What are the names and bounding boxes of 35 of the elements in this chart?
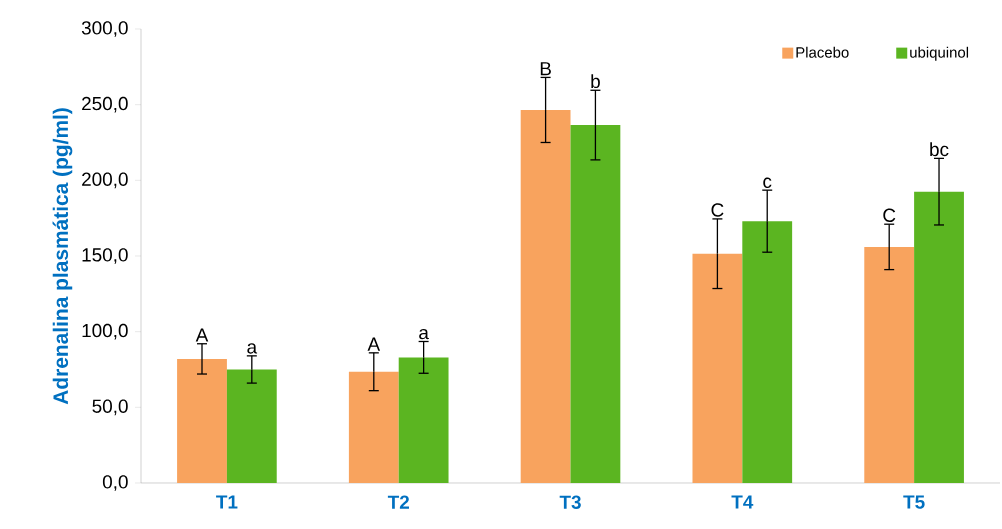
annotation: c (763, 177, 772, 188)
annotation: a (247, 343, 258, 354)
bar (348, 371, 399, 483)
bar (742, 221, 793, 483)
annotation: C (711, 203, 724, 217)
annotation: A (195, 328, 209, 342)
y-axis-title: Adrenalina plasmática (pg/ml) (52, 108, 73, 405)
x-tick-label: T4 (731, 495, 754, 509)
x-tick-label: T1 (216, 495, 238, 509)
annotation: a (419, 328, 429, 340)
annotation: B (540, 62, 551, 76)
bar (864, 246, 915, 483)
y-tick-label: 200,0 (82, 172, 128, 189)
legend-label: ubiquinol (910, 46, 969, 61)
y-tick-label: 0,0 (102, 475, 128, 491)
annotation: A (367, 337, 381, 351)
y-tick-label: 150,0 (82, 248, 128, 264)
x-tick-label: T3 (559, 495, 581, 509)
annotation: C (883, 208, 896, 223)
bar (570, 125, 621, 483)
bar (177, 358, 227, 483)
y-tick-label: 300,0 (81, 21, 128, 37)
y-tick-label: 50,0 (92, 399, 128, 416)
legend-label: Placebo (796, 46, 849, 58)
bar (520, 109, 571, 483)
bar (692, 253, 743, 483)
bar (914, 191, 964, 483)
annotation: b (591, 74, 600, 89)
x-tick-label: T2 (387, 495, 409, 509)
bar (398, 357, 449, 483)
bar (226, 369, 277, 483)
y-tick-label: 100,0 (82, 323, 128, 340)
annotation: bc (930, 142, 949, 157)
x-tick-label: T5 (903, 495, 925, 509)
y-tick-label: 250,0 (82, 96, 128, 113)
